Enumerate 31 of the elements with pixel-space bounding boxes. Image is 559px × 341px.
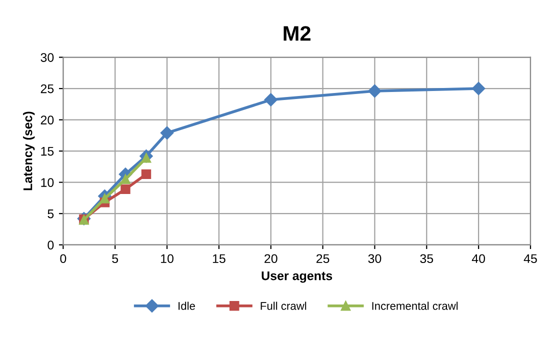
x-tick-label: 25: [316, 254, 330, 264]
point: [141, 169, 152, 180]
y-tick-label: 15: [41, 146, 54, 156]
x-tick-label: 10: [161, 254, 174, 264]
x-axis-title: User agents: [262, 271, 332, 283]
y-tick-label: 30: [40, 53, 54, 62]
point: [368, 84, 382, 98]
x-tick-label: 35: [420, 254, 434, 264]
point: [100, 194, 110, 204]
legend-label: Idle: [178, 302, 195, 310]
point: [472, 82, 486, 96]
y-tick-label: 25: [40, 84, 54, 94]
point: [120, 184, 130, 194]
x-tick-label: 40: [472, 254, 486, 264]
x-tick-label: 5: [112, 254, 118, 264]
legend-label: Full crawl: [260, 302, 306, 310]
y-tick-label: 10: [41, 178, 54, 187]
x-tick-label: 30: [368, 254, 382, 264]
x-tick-label: 0: [60, 254, 66, 264]
x-tick-label: 45: [524, 254, 537, 264]
y-axis-title: Latency (sec): [23, 112, 35, 190]
x-tick-label: 20: [264, 254, 278, 264]
chart-title: M2: [284, 26, 310, 41]
y-tick-label: 20: [40, 116, 54, 124]
point: [160, 126, 174, 140]
point: [264, 93, 278, 106]
legend-label: Incremental crawl: [372, 302, 458, 310]
x-tick-label: 15: [212, 254, 226, 264]
y-tick-label: 5: [48, 210, 54, 218]
y-tick-label: 0: [48, 240, 54, 250]
point: [120, 174, 130, 184]
